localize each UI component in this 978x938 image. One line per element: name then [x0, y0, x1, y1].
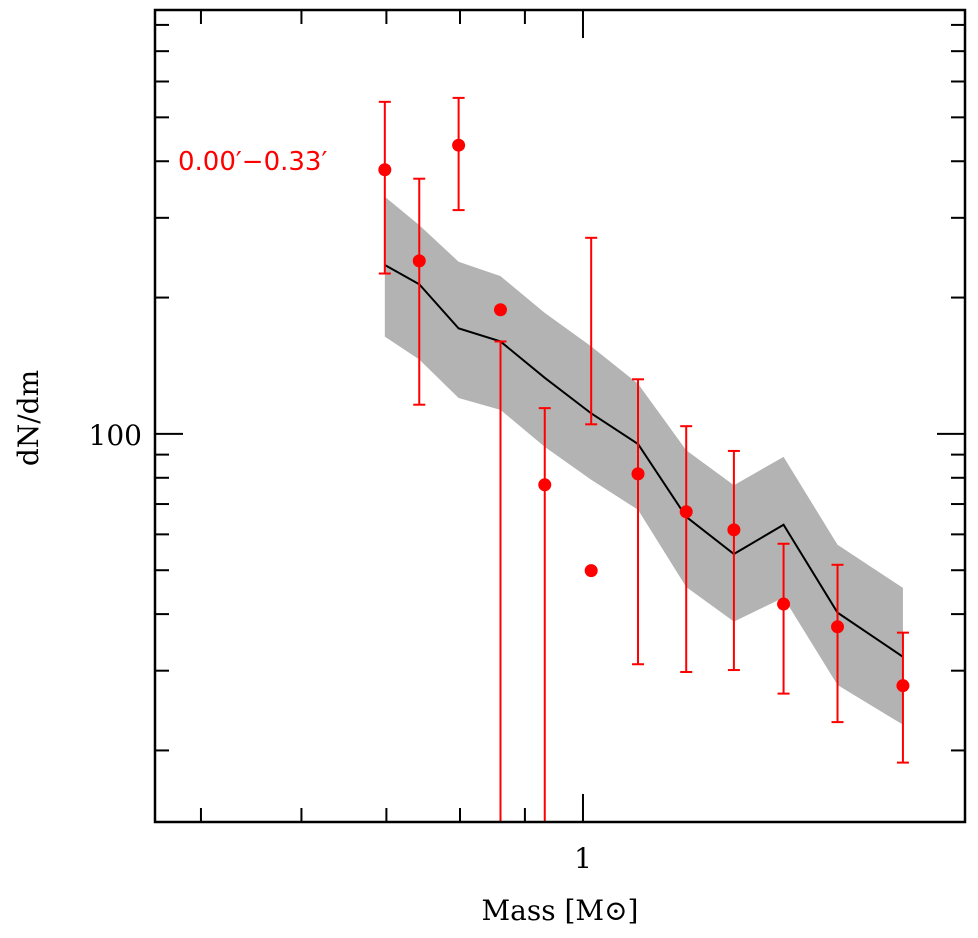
- data-point: [378, 163, 392, 177]
- data-point: [538, 478, 552, 492]
- plot-frame: [153, 8, 967, 824]
- y-tick-label-100: 100: [89, 419, 142, 452]
- x-axis-label: Mass [M⊙]: [482, 894, 639, 927]
- data-point: [631, 467, 645, 481]
- x-tick-label-1: 1: [574, 842, 592, 875]
- data-point: [679, 505, 693, 519]
- data-point: [493, 303, 507, 317]
- data-point: [727, 523, 741, 537]
- data-point: [831, 620, 845, 634]
- data-point: [452, 138, 466, 152]
- data-point: [584, 564, 598, 578]
- model-line: [384, 264, 904, 658]
- y-axis-label: dN/dm: [12, 370, 45, 466]
- annotation-radius-range: 0.00′−0.33′: [178, 147, 327, 177]
- data-point: [896, 679, 910, 693]
- data-point: [412, 254, 426, 268]
- model-uncertainty-band: [384, 196, 903, 725]
- data-point: [777, 597, 791, 611]
